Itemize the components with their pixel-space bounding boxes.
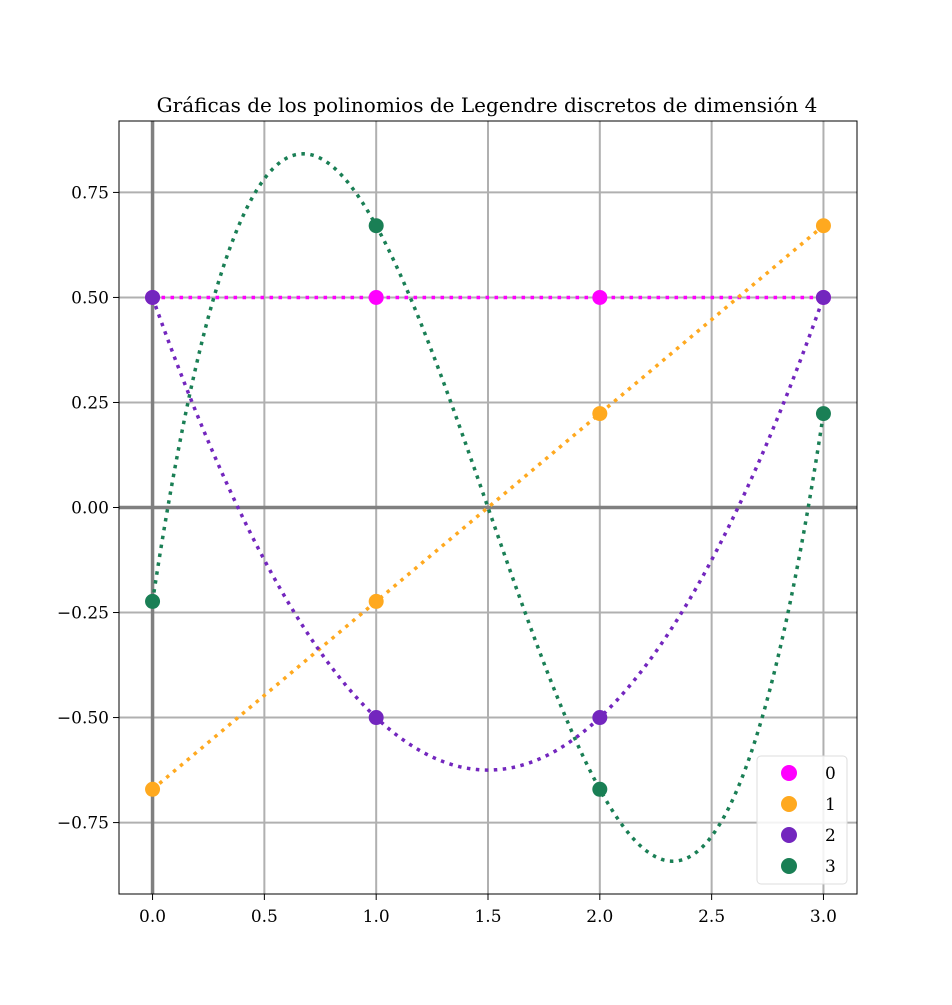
- legend-marker-3: [781, 858, 797, 874]
- series-3-point: [368, 218, 384, 234]
- legend-label-2: 2: [825, 826, 836, 846]
- x-tick-label: 3.0: [810, 907, 837, 927]
- series-2-point: [592, 710, 608, 726]
- y-tick-label: 0.25: [71, 393, 109, 413]
- legend-marker-2: [781, 827, 797, 843]
- grid: [119, 121, 857, 894]
- axis-ticks: 0.0 0.5 1.0 1.5 2.0 2.5 3.0 0.75 0.50 0.25 0.00 −0.…: [57, 183, 837, 927]
- x-tick-label: 1.5: [474, 907, 501, 927]
- legend: 0 1 2 3: [756, 755, 848, 885]
- series-0-point: [368, 289, 384, 305]
- series-1-point: [145, 781, 161, 797]
- x-tick-label: 0.5: [251, 907, 278, 927]
- legend-label-3: 3: [825, 857, 836, 877]
- series-1-point: [368, 593, 384, 609]
- series-1-point: [815, 218, 831, 234]
- x-tick-label: 2.0: [586, 907, 613, 927]
- x-tick-label: 0.0: [139, 907, 166, 927]
- x-tick-label: 2.5: [698, 907, 725, 927]
- legend-marker-0: [781, 765, 797, 781]
- chart-title: Gráficas de los polinomios de Legendre d…: [157, 93, 818, 117]
- series-2-point: [815, 289, 831, 305]
- y-tick-label: 0.75: [71, 183, 109, 203]
- series-1-curve: [151, 224, 825, 791]
- series-3-point: [592, 781, 608, 797]
- series-1-point: [592, 406, 608, 422]
- series-points: [145, 218, 831, 797]
- legend-label-1: 1: [825, 795, 836, 815]
- x-tick-label: 1.0: [363, 907, 390, 927]
- series-3-point: [145, 593, 161, 609]
- legend-box: [756, 755, 848, 885]
- series-0-point: [592, 289, 608, 305]
- series-2-point: [145, 289, 161, 305]
- series-3-point: [815, 406, 831, 422]
- y-tick-label: −0.25: [57, 604, 109, 624]
- y-tick-label: −0.50: [57, 709, 109, 729]
- y-tick-label: 0.50: [71, 288, 109, 308]
- series-2-curve: [150, 296, 826, 772]
- series-2-point: [368, 710, 384, 726]
- y-tick-label: 0.00: [71, 499, 109, 519]
- legend-label-0: 0: [825, 764, 836, 784]
- series-curves: [150, 152, 826, 863]
- legend-marker-1: [781, 796, 797, 812]
- y-tick-label: −0.75: [57, 814, 109, 834]
